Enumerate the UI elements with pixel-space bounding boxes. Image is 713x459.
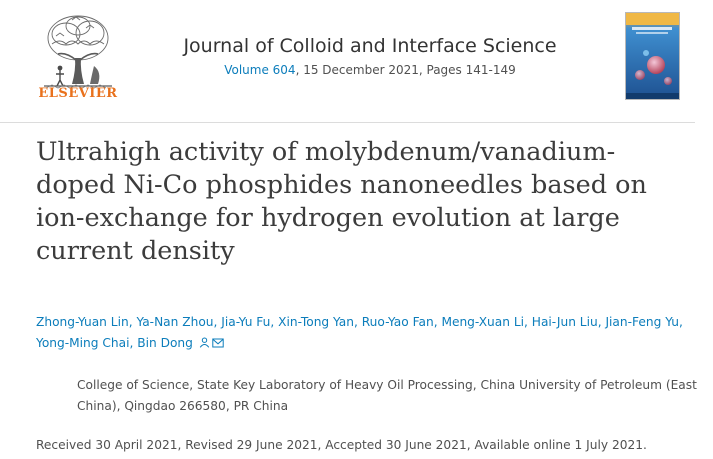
author-separator: , xyxy=(129,336,138,350)
author-separator: , xyxy=(678,315,683,329)
author-separator: , xyxy=(213,315,222,329)
author-separator: , xyxy=(128,315,137,329)
author-separator: , xyxy=(433,315,442,329)
article-title: Ultrahigh activity of molybdenum/vanadiu… xyxy=(36,136,686,268)
header-divider xyxy=(0,122,695,123)
affiliation: College of Science, State Key Laboratory… xyxy=(77,375,697,417)
author-list: Zhong-Yuan Lin, Ya-Nan Zhou, Jia-Yu Fu, … xyxy=(36,312,696,355)
author-link[interactable]: Ruo-Yao Fan xyxy=(361,315,434,329)
author-link[interactable]: Ya-Nan Zhou xyxy=(136,315,214,329)
author-link[interactable]: Jian-Feng Yu xyxy=(605,315,679,329)
person-icon[interactable] xyxy=(199,334,210,355)
journal-title-link[interactable]: Journal of Colloid and Interface Science xyxy=(183,35,557,57)
journal-cover-image[interactable] xyxy=(625,12,680,100)
author-link[interactable]: Jia-Yu Fu xyxy=(221,315,271,329)
author-separator: , xyxy=(597,315,606,329)
article-title-line: current density xyxy=(36,236,235,266)
author-separator: , xyxy=(354,315,362,329)
author-link[interactable]: Bin Dong xyxy=(137,336,193,350)
envelope-icon[interactable] xyxy=(212,334,224,355)
author-link[interactable]: Zhong-Yuan Lin xyxy=(36,315,129,329)
affiliation-line: China), Qingdao 266580, PR China xyxy=(77,399,289,413)
author-link[interactable]: Xin-Tong Yan xyxy=(278,315,354,329)
issue-date-pages: , 15 December 2021, Pages 141-149 xyxy=(295,63,516,77)
volume-link[interactable]: Volume 604 xyxy=(224,63,296,77)
article-history-dates: Received 30 April 2021, Revised 29 June … xyxy=(36,438,647,452)
journal-info: Journal of Colloid and Interface Science… xyxy=(120,34,620,78)
author-link[interactable]: Hai-Jun Liu xyxy=(531,315,598,329)
author-link[interactable]: Yong-Ming Chai xyxy=(36,336,130,350)
elsevier-tree-icon[interactable] xyxy=(36,8,120,104)
publisher-name: ELSEVIER xyxy=(38,86,118,101)
author-separator: , xyxy=(524,315,532,329)
article-title-line: Ultrahigh activity of molybdenum/vanadiu… xyxy=(36,137,616,167)
affiliation-line: College of Science, State Key Laboratory… xyxy=(77,378,697,392)
article-title-line: doped Ni-Co phosphides nanoneedles based… xyxy=(36,170,647,200)
author-separator: , xyxy=(270,315,279,329)
article-title-line: ion-exchange for hydrogen evolution at l… xyxy=(36,203,620,233)
volume-line: Volume 604, 15 December 2021, Pages 141-… xyxy=(120,62,620,78)
author-link[interactable]: Meng-Xuan Li xyxy=(441,315,525,329)
journal-header: ELSEVIER Journal of Colloid and Interfac… xyxy=(0,0,713,124)
